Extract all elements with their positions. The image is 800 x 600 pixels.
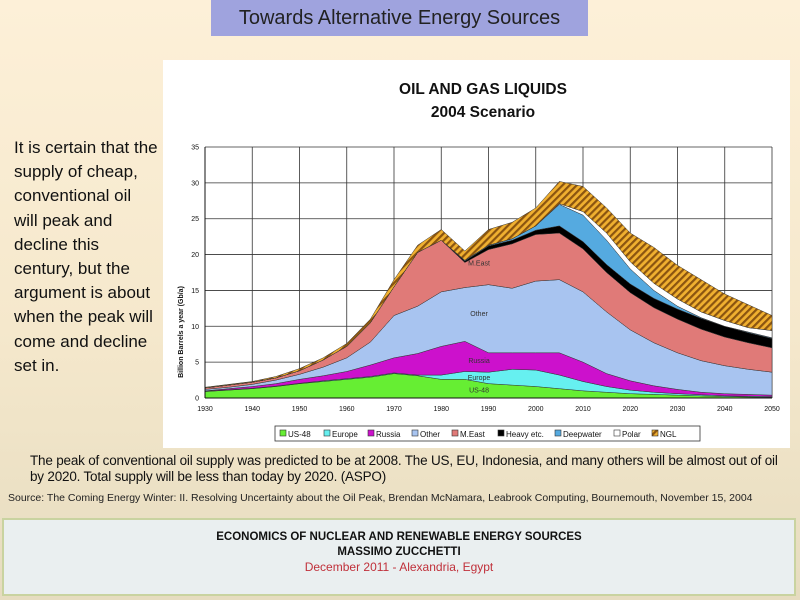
y-tick-label: 25 (191, 216, 199, 223)
legend-label: Other (420, 430, 440, 439)
legend-swatch (323, 429, 331, 437)
legend-box (274, 425, 701, 442)
chart-title: OIL AND GAS LIQUIDS (399, 81, 567, 98)
y-tick-label: 0 (195, 396, 199, 403)
x-tick-label: 2020 (622, 406, 638, 413)
legend-label: Deepwater (563, 430, 602, 439)
x-tick-label: 1940 (244, 406, 260, 413)
legend-swatch (651, 429, 659, 437)
legend-swatch (367, 429, 375, 437)
y-tick-label: 5 (195, 360, 199, 367)
x-tick-label: 1960 (339, 406, 355, 413)
legend-label: Russia (376, 430, 401, 439)
x-tick-label: 1950 (292, 406, 308, 413)
x-tick-label: 2000 (528, 406, 544, 413)
legend-label: Heavy etc. (506, 430, 544, 439)
chart-panel: OIL AND GAS LIQUIDS 2004 Scenario Billio… (163, 60, 790, 448)
x-tick-label: 1970 (386, 406, 402, 413)
legend-label: M.East (460, 430, 486, 439)
x-tick-label: 2040 (717, 406, 733, 413)
x-tick-label: 1980 (433, 406, 449, 413)
slide-title: Towards Alternative Energy Sources (211, 0, 588, 36)
y-tick-label: 30 (191, 180, 199, 187)
legend-swatch (497, 429, 505, 437)
area-annotation: Europe (468, 375, 491, 382)
footer-course-title: ECONOMICS OF NUCLEAR AND RENEWABLE ENERG… (216, 531, 582, 543)
footer-date-location: December 2011 - Alexandria, Egypt (304, 560, 494, 574)
area-annotation: M.East (468, 260, 490, 267)
legend-swatch (279, 429, 287, 437)
y-tick-label: 10 (191, 324, 199, 331)
y-axis-label: Billion Barrels a year (Gb/a) (178, 286, 185, 378)
x-tick-label: 1990 (481, 406, 497, 413)
caption-text: The peak of conventional oil supply was … (30, 453, 778, 484)
legend-label: Polar (622, 430, 641, 439)
legend-swatch (613, 429, 621, 437)
side-text: It is certain that the supply of cheap, … (14, 138, 158, 375)
area-annotation: Other (470, 311, 488, 318)
x-tick-label: 2010 (575, 406, 591, 413)
x-tick-label: 1930 (197, 406, 213, 413)
legend-label: NGL (660, 430, 677, 439)
legend-label: US-48 (288, 430, 311, 439)
oil-gas-liquids-chart: OIL AND GAS LIQUIDS 2004 Scenario Billio… (178, 81, 780, 442)
x-tick-label: 2050 (764, 406, 780, 413)
legend-swatch (451, 429, 459, 437)
y-tick-label: 20 (191, 252, 199, 259)
y-tick-label: 15 (191, 288, 199, 295)
legend-swatch (554, 429, 562, 437)
footer: ECONOMICS OF NUCLEAR AND RENEWABLE ENERG… (2, 518, 796, 596)
area-annotation: Russia (468, 358, 490, 365)
area-annotation: US-48 (469, 387, 489, 394)
chart-subtitle: 2004 Scenario (431, 104, 535, 121)
footer-author: MASSIMO ZUCCHETTI (337, 546, 461, 558)
x-tick-label: 2030 (670, 406, 686, 413)
legend-swatch (411, 429, 419, 437)
source-citation: Source: The Coming Energy Winter: II. Re… (8, 492, 753, 504)
y-tick-label: 35 (191, 145, 199, 152)
legend-label: Europe (332, 430, 358, 439)
area-ngl (204, 181, 773, 389)
